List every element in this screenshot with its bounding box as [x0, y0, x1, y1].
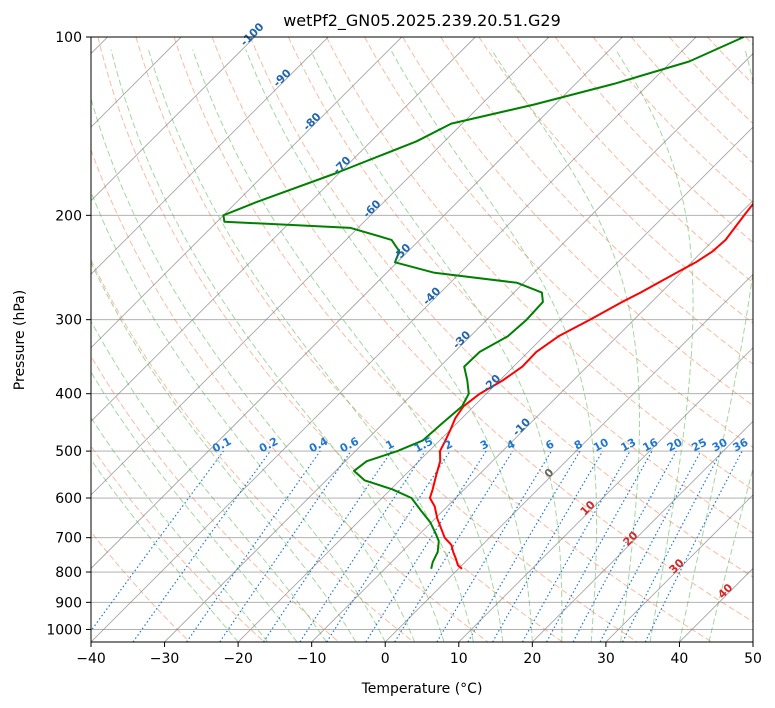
temperature-profile — [428, 202, 753, 570]
mixing-ratio-line — [326, 450, 451, 642]
y-tick-label: 600 — [55, 491, 82, 507]
dry-adiabat — [592, 37, 753, 204]
isotherm-line — [237, 126, 753, 642]
y-axis-label: Pressure (hPa) — [12, 290, 28, 390]
dry-adiabat — [402, 37, 753, 407]
mixing-ratio-label: 13 — [619, 436, 639, 455]
x-tick-label: −40 — [76, 651, 106, 667]
dry-adiabat — [91, 530, 191, 642]
dry-adiabat — [287, 37, 753, 534]
isotherm-line — [91, 37, 476, 422]
isotherm-line — [384, 273, 753, 642]
isotherm-line — [91, 37, 697, 642]
isotherm-line — [605, 494, 753, 642]
y-tick-label: 300 — [55, 313, 82, 329]
mixing-ratio-line — [521, 450, 631, 642]
axis-layer: −40 −30 −20 −10 0 10 20 30 40 50 100 200 300 400 500 60… — [46, 30, 762, 667]
moist-adiabat — [192, 49, 504, 642]
isotherm-line — [91, 37, 623, 570]
x-tick-label: −20 — [223, 651, 253, 667]
moist-adiabat — [245, 49, 533, 642]
mixing-ratio-line — [644, 450, 743, 642]
y-tick-label: 400 — [55, 387, 82, 403]
isotherm-line — [164, 52, 753, 642]
chart-title: wetPf2_GN05.2025.239.20.51.G29 — [283, 11, 561, 31]
moist-adiabat — [110, 49, 445, 642]
y-tick-label: 800 — [55, 565, 82, 581]
isotherm-line — [91, 37, 550, 496]
moist-adiabat — [309, 49, 563, 642]
moist-adiabat — [91, 458, 239, 642]
mixing-ratio-line — [572, 450, 677, 642]
isotherm-line — [752, 641, 753, 642]
moist-adiabat — [91, 261, 357, 642]
moist-adiabat — [678, 49, 753, 642]
mixing-ratio-line — [91, 450, 224, 632]
x-tick-label: 0 — [381, 651, 390, 667]
dry-adiabat — [173, 37, 713, 642]
y-tick-label: 700 — [55, 531, 82, 547]
isotherm-line — [91, 37, 403, 349]
dry-adiabat — [211, 37, 753, 623]
dewpoint-profile — [222, 37, 745, 570]
moist-adiabat — [148, 49, 474, 642]
moist-adiabat — [390, 49, 598, 642]
series-layer — [222, 37, 753, 570]
plot-frame — [90, 36, 754, 643]
moist-adiabat — [615, 49, 694, 642]
x-tick-label: −30 — [150, 651, 180, 667]
mixing-ratio-line — [219, 450, 352, 642]
isotherm-line — [91, 37, 329, 275]
dry-adiabat — [478, 37, 753, 324]
x-tick-label: 50 — [744, 651, 762, 667]
isotherm-line — [532, 420, 753, 642]
dry-adiabat — [91, 258, 414, 642]
mixing-ratio-line — [299, 450, 426, 642]
mixing-ratio-line — [394, 450, 514, 642]
x-tick-label: −10 — [297, 651, 327, 667]
dry-adiabat — [91, 355, 340, 642]
y-tick-label: 1000 — [46, 622, 82, 638]
x-axis-label: Temperature (°C) — [361, 681, 483, 697]
grid-layer — [91, 37, 753, 642]
dry-adiabat — [516, 37, 753, 284]
dry-adiabat — [326, 37, 753, 491]
moist-adiabat — [708, 466, 753, 642]
isotherm-line — [458, 347, 753, 642]
moist-adiabat — [490, 49, 640, 642]
y-tick-label: 900 — [55, 595, 82, 611]
mixing-ratio-label: 16 — [641, 436, 661, 455]
dry-adiabat — [135, 37, 638, 642]
x-tick-label: 30 — [597, 651, 615, 667]
mixing-ratio-label: 25 — [689, 436, 709, 455]
mixing-ratio-label: 20 — [665, 436, 685, 455]
plot-background — [91, 37, 753, 642]
mixing-ratio-line — [132, 450, 271, 642]
y-tick-label: 500 — [55, 444, 82, 460]
dry-adiabat — [364, 37, 753, 449]
dry-adiabat — [91, 445, 265, 642]
x-tick-label: 20 — [523, 651, 541, 667]
isotherm-line — [91, 37, 255, 202]
x-tick-label: 10 — [450, 651, 468, 667]
dry-adiabat — [440, 37, 753, 365]
mixing-ratio-label: 36 — [731, 436, 751, 455]
mixing-ratio-line — [186, 450, 321, 642]
moist-adiabat — [91, 416, 268, 642]
mixing-ratio-line — [546, 450, 653, 642]
dry-adiabat — [630, 37, 753, 164]
y-tick-label: 100 — [55, 30, 82, 46]
y-tick-label: 200 — [55, 208, 82, 224]
dry-adiabat — [91, 148, 489, 642]
mixing-ratio-line — [262, 450, 392, 642]
isotherm-line — [311, 200, 753, 642]
moist-adiabat — [91, 96, 416, 642]
x-tick-label: 40 — [671, 651, 689, 667]
mixing-ratio-label: 30 — [710, 436, 730, 455]
moist-adiabat — [91, 190, 386, 642]
mixing-ratio-label: 10 — [591, 436, 611, 455]
